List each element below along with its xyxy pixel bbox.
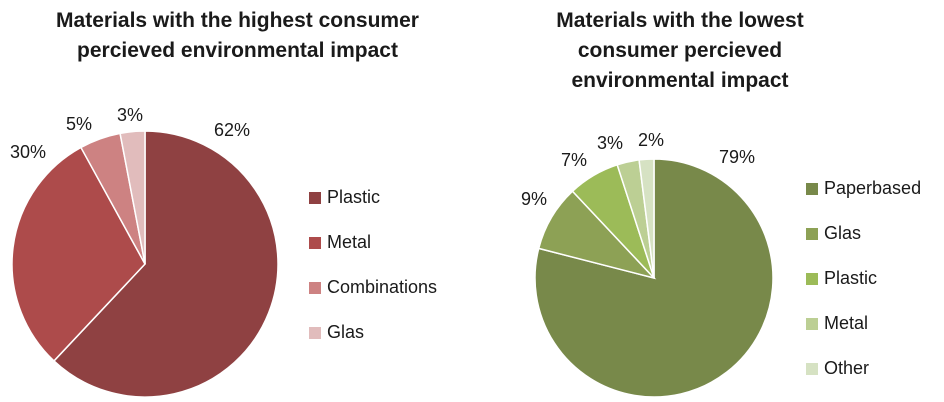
- chart-title-line: Materials with the highest consumer: [56, 9, 419, 32]
- legend-item-paperbased: Paperbased: [806, 177, 921, 200]
- legend-label: Combinations: [327, 277, 438, 297]
- legend-highest: Plastic Metal Combinations Glas: [309, 186, 437, 366]
- chart-panel-highest: Materials with the highest consumer perc…: [0, 0, 470, 398]
- chart-title-line: Materials with the lowest: [556, 9, 804, 32]
- chart-title-line: percieved environmental impact: [77, 39, 398, 62]
- pie-chart-lowest: 79% 9% 7% 3% 2%: [521, 130, 774, 398]
- legend-swatch: [806, 272, 818, 285]
- legend-swatch: [309, 326, 321, 339]
- data-label-plastic: 7%: [561, 150, 587, 170]
- data-label-glas: 3%: [117, 105, 143, 125]
- chart-title-lowest: Materials with the lowest consumer perci…: [530, 6, 830, 96]
- data-label-plastic: 62%: [214, 120, 250, 140]
- legend-item-metal: Metal: [309, 231, 437, 254]
- legend-swatch: [309, 281, 321, 294]
- legend-label: Plastic: [824, 268, 878, 288]
- legend-label: Other: [824, 358, 870, 378]
- chart-title-line: environmental impact: [571, 69, 789, 92]
- legend-swatch: [309, 191, 321, 204]
- legend-item-plastic: Plastic: [806, 267, 921, 290]
- legend-item-glas: Glas: [309, 321, 437, 344]
- data-label-glas: 9%: [521, 189, 547, 209]
- legend-label: Glas: [327, 322, 365, 342]
- chart-panel-lowest: Materials with the lowest consumer perci…: [470, 0, 944, 398]
- legend-label: Metal: [327, 232, 372, 252]
- chart-title-line: consumer percieved: [577, 39, 783, 62]
- data-label-combinations: 5%: [66, 114, 92, 134]
- pie-chart-highest: 62% 30% 5% 3%: [10, 105, 279, 398]
- legend-item-glas: Glas: [806, 222, 921, 245]
- pie-slice-other: [638, 158, 655, 279]
- legend-swatch: [806, 182, 818, 195]
- chart-title-highest: Materials with the highest consumer perc…: [0, 6, 475, 66]
- legend-label: Metal: [824, 313, 869, 333]
- legend-label: Plastic: [327, 187, 381, 207]
- legend-item-combinations: Combinations: [309, 276, 437, 299]
- legend-label: Paperbased: [824, 178, 922, 198]
- data-label-other: 2%: [638, 130, 664, 150]
- data-label-metal: 30%: [10, 142, 46, 162]
- legend-swatch: [806, 362, 818, 375]
- pie-slice-glas: [119, 130, 146, 265]
- legend-swatch: [806, 227, 818, 240]
- pie-slice-plastic: [52, 130, 279, 398]
- pie-slice-metal: [11, 146, 146, 363]
- legend-swatch: [309, 236, 321, 249]
- legend-lowest: Paperbased Glas Plastic Metal Other: [806, 177, 921, 402]
- legend-label: Glas: [824, 223, 862, 243]
- data-label-paperbased: 79%: [719, 147, 755, 167]
- legend-item-metal: Metal: [806, 312, 921, 335]
- data-label-metal: 3%: [597, 133, 623, 153]
- legend-item-plastic: Plastic: [309, 186, 437, 209]
- legend-item-other: Other: [806, 357, 921, 380]
- legend-swatch: [806, 317, 818, 330]
